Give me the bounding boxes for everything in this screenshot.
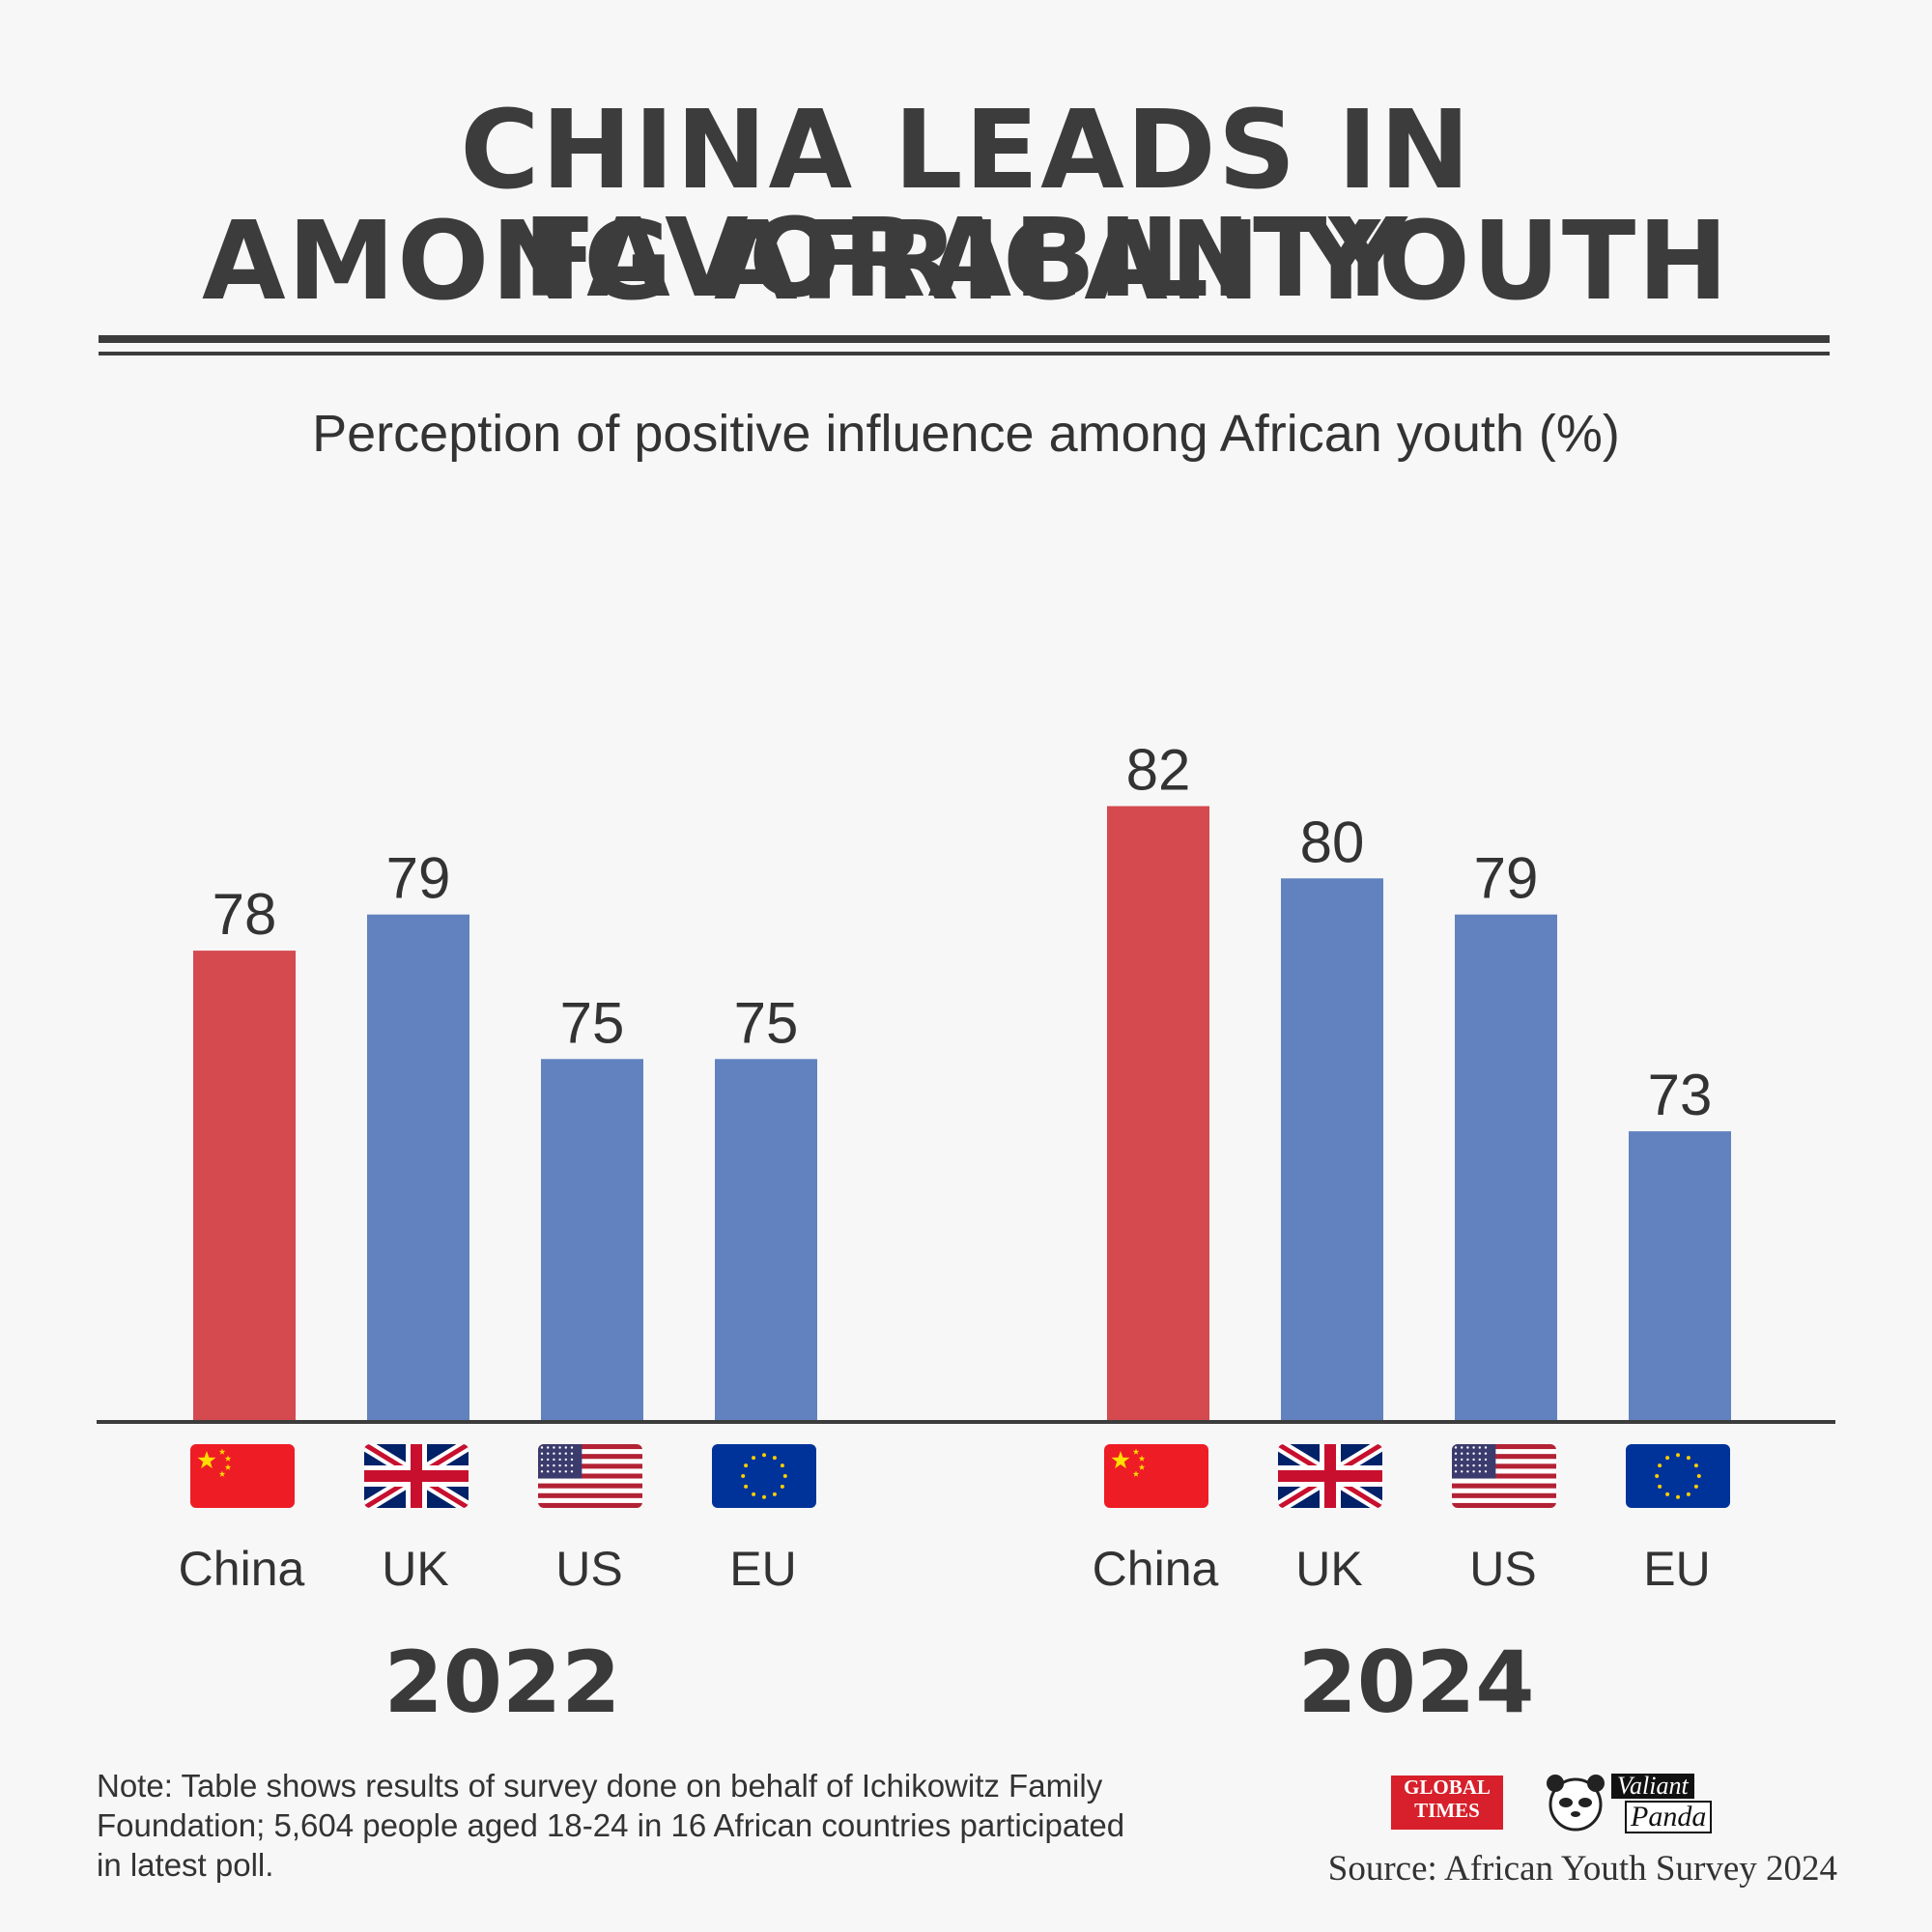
bar-2022-china xyxy=(193,951,296,1421)
uk-flag-2022-icon xyxy=(364,1444,469,1508)
global-times-logo-line1: GLOBAL xyxy=(1404,1776,1491,1799)
valiant-panda-logo-line1: Valiant xyxy=(1611,1774,1694,1799)
us-flag-2024-icon xyxy=(1452,1444,1556,1508)
eu-flag-2024-icon xyxy=(1626,1444,1730,1508)
title-line-1: CHINA LEADS IN FAVORABILITY xyxy=(460,88,1472,322)
data-label-2024-eu: 73 xyxy=(1648,1063,1713,1127)
title-rule-thick xyxy=(99,335,1830,343)
bar-2024-china xyxy=(1107,806,1209,1421)
bar-2024-eu xyxy=(1629,1131,1731,1421)
data-label-2022-china: 78 xyxy=(213,882,277,947)
chart-subtitle: Perception of positive influence among A… xyxy=(312,405,1620,463)
group-label-2024: 2024 xyxy=(1298,1633,1535,1732)
bar-2022-uk xyxy=(367,914,469,1421)
category-label-2024-china: China xyxy=(1093,1542,1219,1596)
title-rule-thin xyxy=(99,352,1830,355)
category-label-2022-us: US xyxy=(555,1542,622,1596)
bar-2024-us xyxy=(1455,914,1557,1421)
global-times-logo: GLOBAL TIMES xyxy=(1391,1776,1503,1830)
valiant-panda-logo: Valiant Panda xyxy=(1542,1770,1713,1833)
data-label-2024-china: 82 xyxy=(1126,738,1191,803)
china-flag-2024-icon xyxy=(1104,1444,1208,1508)
bar-2024-uk xyxy=(1281,878,1383,1421)
data-label-2022-us: 75 xyxy=(560,990,625,1055)
category-label-2024-us: US xyxy=(1469,1542,1536,1596)
data-label-2022-eu: 75 xyxy=(734,990,799,1055)
valiant-panda-logo-line2: Panda xyxy=(1625,1801,1713,1833)
category-label-2022-china: China xyxy=(179,1542,305,1596)
data-label-2022-uk: 79 xyxy=(386,846,451,911)
panda-icon xyxy=(1547,1775,1605,1832)
eu-flag-2022-icon xyxy=(712,1444,816,1508)
uk-flag-2024-icon xyxy=(1278,1444,1382,1508)
us-flag-2022-icon xyxy=(538,1444,642,1508)
title-line-2: AMONG AFRICAN YOUTH xyxy=(201,199,1731,325)
bar-2022-eu xyxy=(715,1059,817,1421)
source-text: Source: African Youth Survey 2024 xyxy=(1327,1849,1837,1889)
china-flag-2022-icon xyxy=(190,1444,295,1508)
bar-2022-us xyxy=(541,1059,643,1421)
data-label-2024-uk: 80 xyxy=(1300,810,1365,874)
data-label-2024-us: 79 xyxy=(1474,846,1539,911)
category-label-2024-eu: EU xyxy=(1643,1542,1710,1596)
global-times-logo-line2: TIMES xyxy=(1414,1799,1480,1822)
category-label-2022-eu: EU xyxy=(729,1542,796,1596)
category-label-2022-uk: UK xyxy=(382,1542,448,1596)
footnote: Note: Table shows results of survey done… xyxy=(97,1768,1125,1883)
category-label-2024-uk: UK xyxy=(1295,1542,1362,1596)
group-label-2022: 2022 xyxy=(384,1633,621,1732)
